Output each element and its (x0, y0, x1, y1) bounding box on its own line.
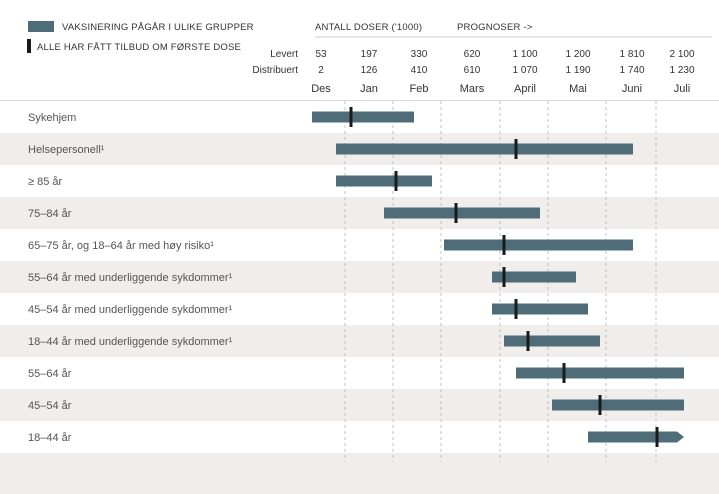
gantt-bar (336, 143, 633, 155)
offer-marker (502, 267, 506, 287)
forecast-title: PROGNOSER -> (457, 22, 533, 33)
legend-marker-swatch (27, 39, 31, 53)
row-label: Sykehjem (28, 112, 76, 124)
gantt-bar (312, 111, 414, 123)
offer-marker (514, 139, 518, 159)
gantt-bar (516, 367, 684, 379)
legend-bar-swatch (28, 21, 54, 32)
gantt-bar (492, 271, 576, 283)
dose-value: 1 100 (512, 49, 537, 60)
row-band (0, 261, 719, 293)
month-labels: Des Jan Feb Mars April Mai Juni Juli (311, 83, 690, 95)
dose-value: 1 070 (512, 65, 537, 76)
doses-row-label-levert: Levert (270, 49, 298, 60)
row-label: 55–64 år (28, 368, 72, 380)
dose-value: 197 (361, 49, 378, 60)
row-label: 45–54 år (28, 400, 72, 412)
row-band (0, 197, 719, 229)
month-label: April (514, 83, 536, 95)
row-label: Helsepersonell¹ (28, 144, 105, 156)
row-label: 65–75 år, og 18–64 år med høy risiko¹ (28, 240, 214, 252)
offer-marker (502, 235, 506, 255)
row-label: ≥ 85 år (28, 176, 63, 188)
dose-value: 126 (361, 65, 378, 76)
row-label: 45–54 år med underliggende sykdommer¹ (28, 304, 233, 316)
month-label: Mars (460, 83, 485, 95)
dose-value: 1 230 (669, 65, 694, 76)
month-label: Jan (360, 83, 378, 95)
month-label: Mai (569, 83, 587, 95)
row-label: 18–44 år med underliggende sykdommer¹ (28, 336, 233, 348)
row-label: 18–44 år (28, 432, 72, 444)
dose-value: 1 810 (619, 49, 644, 60)
offer-marker (526, 331, 530, 351)
offer-marker (394, 171, 398, 191)
legend-marker-label: ALLE HAR FÅTT TILBUD OM FØRSTE DOSE (37, 42, 241, 53)
gantt-bar (588, 431, 684, 443)
gantt-markers (349, 107, 659, 447)
month-label: Feb (410, 83, 429, 95)
legend-bar-label: VAKSINERING PÅGÅR I ULIKE GRUPPER (62, 22, 254, 33)
dose-value: 1 190 (565, 65, 590, 76)
dose-value: 1 200 (565, 49, 590, 60)
gantt-bar (552, 399, 684, 411)
offer-marker (598, 395, 602, 415)
offer-marker (454, 203, 458, 223)
dose-value: 2 (318, 65, 324, 76)
gantt-bars (312, 111, 684, 443)
doses-row-label-distribuert: Distribuert (252, 65, 298, 76)
month-label: Juni (622, 83, 642, 95)
dose-value: 610 (464, 65, 481, 76)
doses-title: ANTALL DOSER ('1000) (315, 22, 422, 33)
offer-marker (562, 363, 566, 383)
dose-value: 620 (464, 49, 481, 60)
month-label: Des (311, 83, 331, 95)
offer-marker (349, 107, 353, 127)
dose-value: 1 740 (619, 65, 644, 76)
dose-value: 53 (315, 49, 327, 60)
row-band (0, 453, 719, 494)
gantt-bar (504, 335, 600, 347)
gantt-bar (492, 303, 588, 315)
month-label: Juli (674, 83, 691, 95)
dose-value: 330 (411, 49, 428, 60)
gantt-bar (384, 207, 540, 219)
dose-value: 410 (411, 65, 428, 76)
gantt-bar (336, 175, 432, 187)
row-label: 75–84 år (28, 208, 72, 220)
dose-values: 53 197 330 620 1 100 1 200 1 810 2 100 2 126 410 61… (315, 49, 695, 76)
offer-marker (514, 299, 518, 319)
row-labels: Sykehjem Helsepersonell¹ ≥ 85 år 75–84 år 65… (28, 112, 233, 444)
gantt-bar (444, 239, 633, 251)
row-label: 55–64 år med underliggende sykdommer¹ (28, 272, 233, 284)
offer-marker (655, 427, 659, 447)
dose-value: 2 100 (669, 49, 694, 60)
